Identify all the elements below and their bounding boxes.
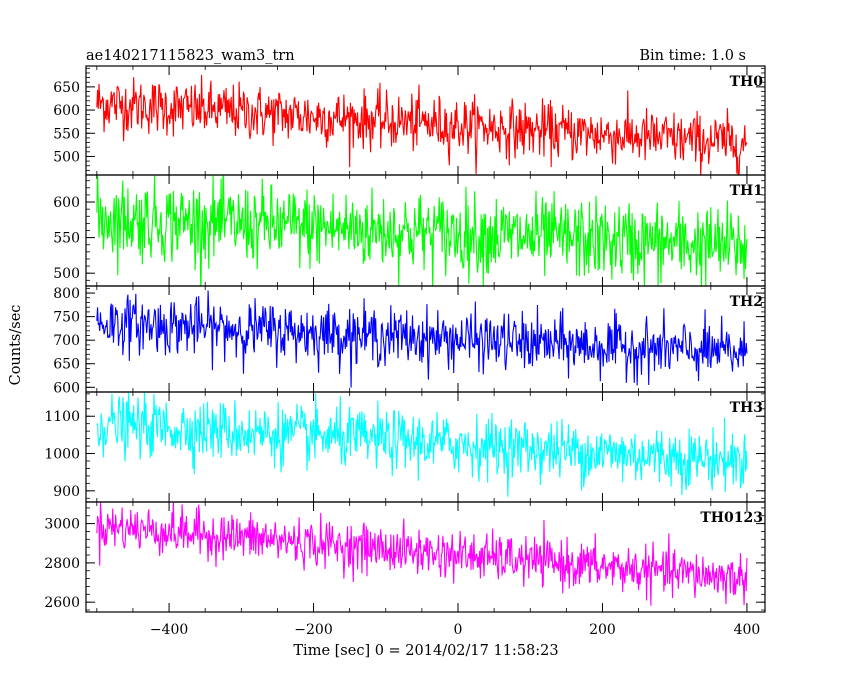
series-line-th1 — [96, 175, 748, 286]
y-tick-label: 700 — [53, 333, 80, 349]
series-line-th0123 — [96, 502, 748, 606]
panel-th0123: 2600 2800 3000 TH0123 — [44, 501, 766, 613]
y-tick-label: 600 — [53, 103, 80, 119]
y-tick-label: 600 — [53, 195, 80, 211]
x-tick-label: −400 — [150, 622, 188, 638]
y-tick-label: 650 — [53, 357, 80, 373]
panel-label-th0: TH0 — [730, 74, 764, 90]
panel-label-th0123: TH0123 — [700, 510, 763, 526]
x-tick-label: 200 — [589, 622, 616, 638]
y-tick-label: 800 — [53, 286, 80, 302]
x-axis-label: Time [sec] 0 = 2014/02/17 11:58:23 — [293, 643, 558, 659]
x-tick-label: 400 — [734, 622, 761, 638]
panel-th3: 900 1000 1100 TH3 — [44, 391, 766, 503]
panel-label-th3: TH3 — [730, 400, 763, 416]
y-tick-label: 3000 — [44, 517, 80, 533]
x-tick-label: −200 — [294, 622, 332, 638]
y-tick-label: 750 — [53, 310, 80, 326]
panel-th0: 500 550 600 650 TH0 — [53, 65, 766, 176]
panel-frame — [85, 391, 766, 503]
panel-th1: 500 550 600 TH1 — [53, 174, 766, 287]
bin-time-label: Bin time: 1.0 s — [639, 48, 746, 64]
panel-label-th1: TH1 — [730, 183, 763, 199]
y-tick-label: 500 — [53, 266, 80, 282]
y-tick-label: 550 — [53, 231, 80, 247]
y-tick-label: 1100 — [44, 409, 80, 425]
y-tick-label: 500 — [53, 149, 80, 165]
panels: 500 550 600 650 TH0 500 550 600 TH1 600 650 700 750 8… — [44, 65, 766, 638]
x-tick-label: 0 — [454, 622, 463, 638]
y-tick-label: 2800 — [44, 556, 80, 572]
y-tick-label: 650 — [53, 80, 80, 96]
y-tick-label: 550 — [53, 126, 80, 142]
y-tick-label: 1000 — [44, 447, 80, 463]
series-line-th3 — [96, 392, 748, 497]
y-tick-label: 2600 — [44, 595, 80, 611]
panel-th2: 600 650 700 750 800 TH2 — [53, 285, 766, 396]
panel-label-th2: TH2 — [730, 294, 763, 310]
y-tick-label: 600 — [53, 380, 80, 396]
series-line-th0 — [96, 74, 748, 175]
y-tick-label: 900 — [53, 484, 80, 500]
panel-frame — [85, 501, 766, 613]
chart-title: ae140217115823_wam3_trn — [86, 48, 295, 64]
series-line-th2 — [96, 290, 748, 388]
y-axis-label: Counts/sec — [8, 305, 24, 386]
